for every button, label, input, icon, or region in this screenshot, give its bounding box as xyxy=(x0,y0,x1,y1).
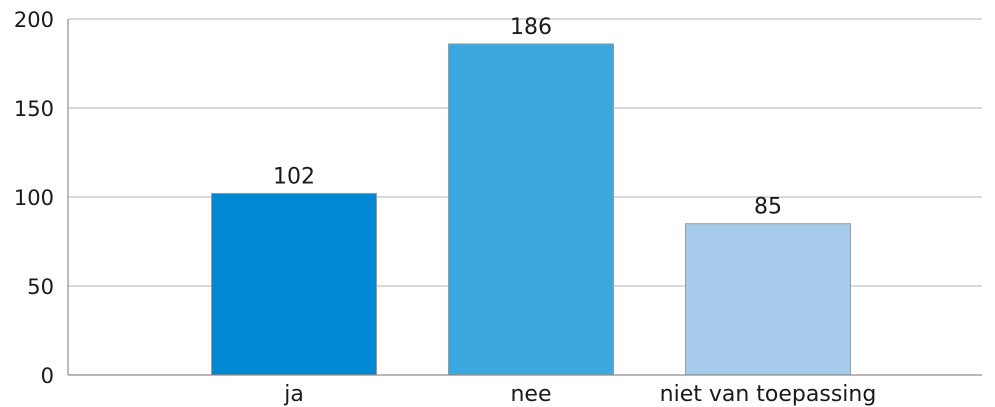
y-axis-tick-labels: 0 50 100 150 200 xyxy=(14,8,54,388)
y-tick-label: 0 xyxy=(41,364,54,388)
x-category-label: ja xyxy=(283,382,304,407)
x-axis-category-labels: ja nee niet van toepassing xyxy=(283,382,876,407)
x-category-label: nee xyxy=(510,382,551,407)
bar-ja xyxy=(211,192,377,376)
x-category-label: niet van toepassing xyxy=(660,382,877,407)
bar-niet-van-toepassing xyxy=(685,223,851,376)
bar-nee xyxy=(448,43,614,376)
y-tick-label: 100 xyxy=(14,186,54,210)
y-tick-label: 50 xyxy=(27,275,54,299)
data-label: 85 xyxy=(754,195,782,220)
y-tick-label: 150 xyxy=(14,97,54,121)
data-label: 186 xyxy=(510,15,552,40)
data-labels: 102 186 85 xyxy=(273,15,782,220)
y-tick-label: 200 xyxy=(14,8,54,32)
data-label: 102 xyxy=(273,164,315,189)
